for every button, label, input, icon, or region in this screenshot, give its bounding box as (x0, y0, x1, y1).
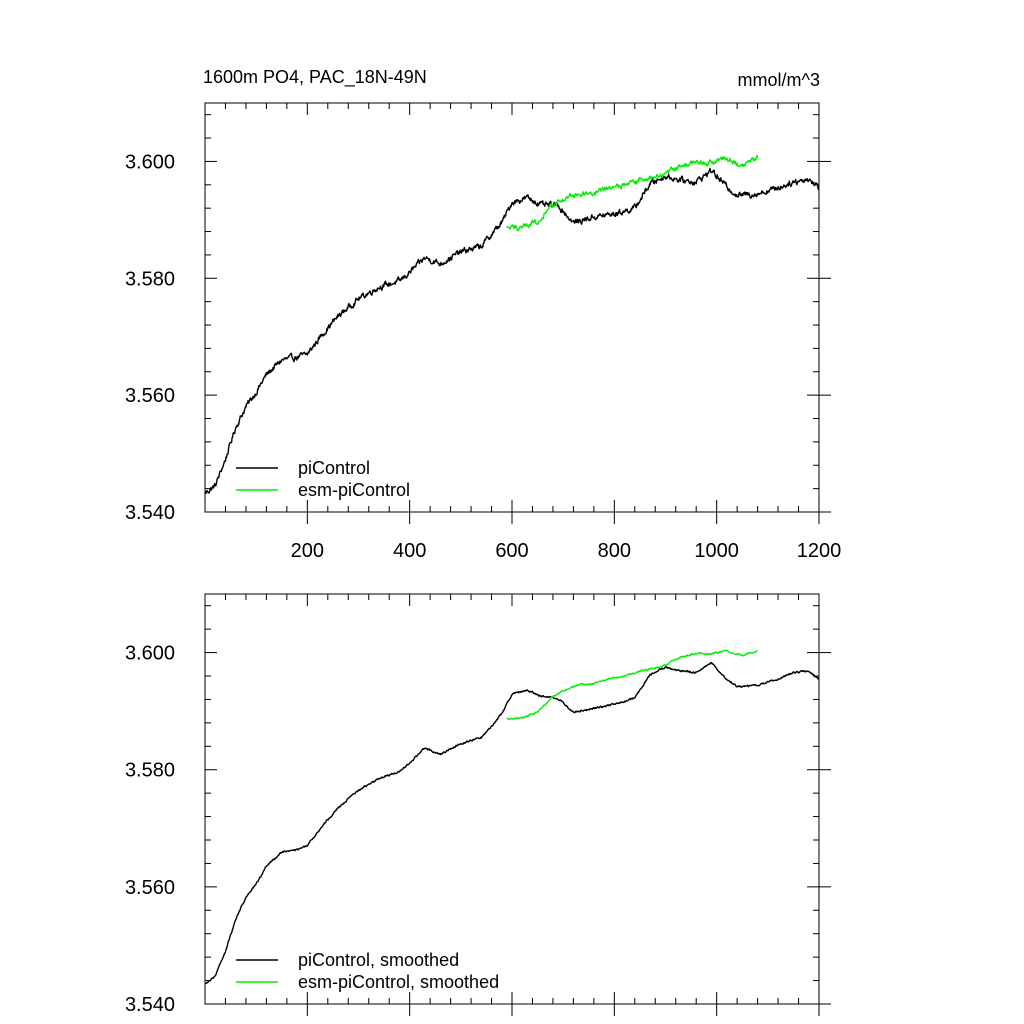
legend-label: esm-piControl, smoothed (298, 972, 499, 992)
y-tick-label: 3.600 (125, 643, 175, 665)
plot-frame (204, 102, 820, 513)
y-tick-label: 3.560 (125, 877, 175, 899)
series-line-picontrol (204, 167, 820, 495)
y-tick-label: 3.600 (125, 151, 175, 173)
y-tick-label: 3.540 (125, 502, 175, 524)
series-line-picontrol-smoothed (204, 661, 820, 984)
y-tick-label: 3.560 (125, 385, 175, 407)
y-tick-label: 3.540 (125, 994, 175, 1016)
legend-label: esm-piControl (298, 480, 410, 500)
y-tick-label: 3.580 (125, 760, 175, 782)
x-tick-label: 200 (291, 540, 324, 562)
legend-label: piControl (298, 458, 370, 478)
y-tick-label: 3.580 (125, 268, 175, 290)
x-tick-label: 800 (598, 540, 631, 562)
x-tick-label: 1200 (797, 540, 842, 562)
x-tick-label: 1000 (694, 540, 739, 562)
x-tick-label: 400 (393, 540, 426, 562)
chart-title: 1600m PO4, PAC_18N-49N (203, 67, 427, 88)
series-line-esm-picontrol-smoothed (506, 649, 758, 720)
series-line-esm-picontrol (506, 154, 759, 232)
bottom-panel: 3.540 3.560 3.580 3.600 piControl, smoothede… (125, 593, 831, 1016)
units-label: mmol/m^3 (738, 70, 820, 90)
legend-label: piControl, smoothed (298, 950, 459, 970)
x-tick-label: 600 (495, 540, 528, 562)
plot-frame (204, 593, 820, 1005)
top-panel: 1600m PO4, PAC_18N-49N mmol/m^3 3.540 3.5… (125, 67, 841, 562)
